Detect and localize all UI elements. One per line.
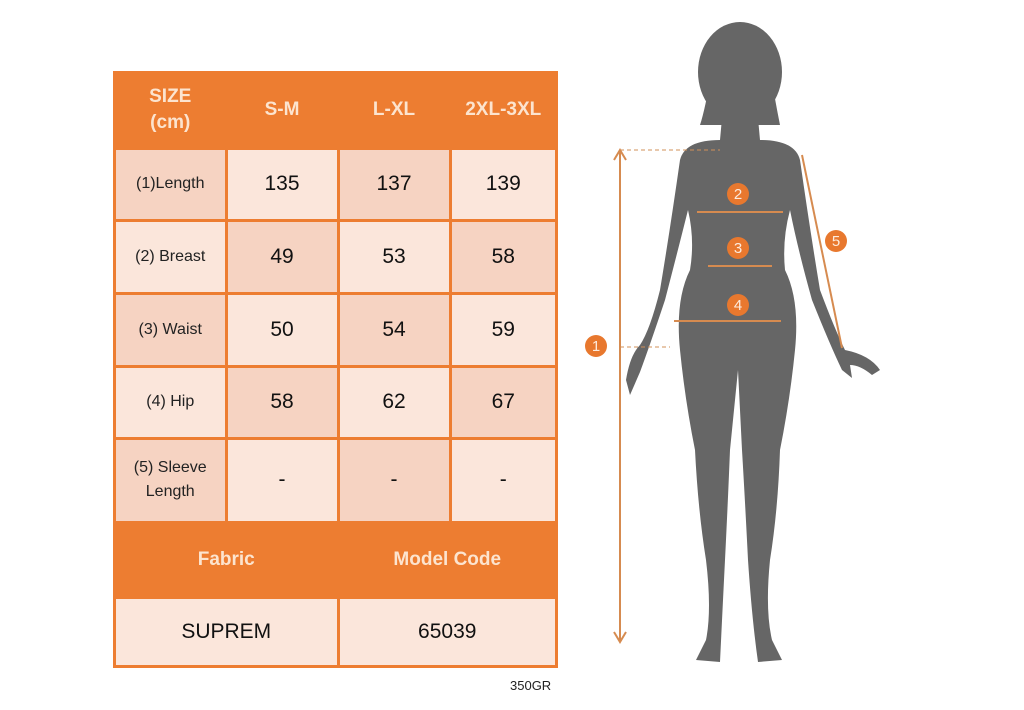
value-cell: 50 [227,294,337,365]
value-cell: 58 [227,367,337,437]
size-table: SIZE (cm) S-M L-XL 2XL-3XL (1)Length 135 137 13… [113,71,558,668]
value-cell: - [339,439,449,521]
header-cell: 2XL-3XL [465,99,542,121]
value-cell: - [451,439,555,521]
value-cell: - [227,439,337,521]
marker-label: 3 [734,240,742,257]
value-cell: 58 [451,221,555,292]
value-cell: 54 [339,294,449,365]
header-cell: L-XL [372,99,416,121]
marker-4 [727,294,749,316]
sleeve-arrow [801,154,843,349]
marker-5 [825,230,847,252]
value-cell: 53 [339,221,449,292]
value-cell: 135 [227,149,337,219]
marker-1 [585,335,607,357]
marker-2 [727,183,749,205]
header-cell: SIZE (cm) [149,86,192,134]
value-cell: 49 [227,221,337,292]
value-cell: 139 [451,149,555,219]
row-label: (3) Waist [116,294,225,365]
marker-label: 5 [832,233,840,250]
footer-header-cell: Model Code [393,548,502,570]
marker-label: 1 [592,338,600,355]
footer-header-cell: Fabric [197,548,255,570]
footer-value-cell: SUPREM [116,598,337,665]
measurement-arrows [613,148,843,644]
value-cell: 137 [339,149,449,219]
value-cell: 62 [339,367,449,437]
marker-label: 2 [734,186,742,203]
row-label: (1)Length [116,149,225,219]
row-label: (2) Breast [116,221,225,292]
value-cell: 67 [451,367,555,437]
footer-value-cell: 65039 [339,598,555,665]
row-label: (5) Sleeve Length [116,439,225,521]
silhouette [626,22,880,662]
body-measurement-figure: 1 2 3 4 5 [585,22,880,662]
marker-3 [727,237,749,259]
marker-label: 4 [734,297,742,314]
row-label: (4) Hip [116,367,225,437]
value-cell: 59 [451,294,555,365]
header-cell: S-M [264,99,300,121]
marker-circles [585,183,847,357]
fabric-weight-note: 350GR [510,678,552,693]
